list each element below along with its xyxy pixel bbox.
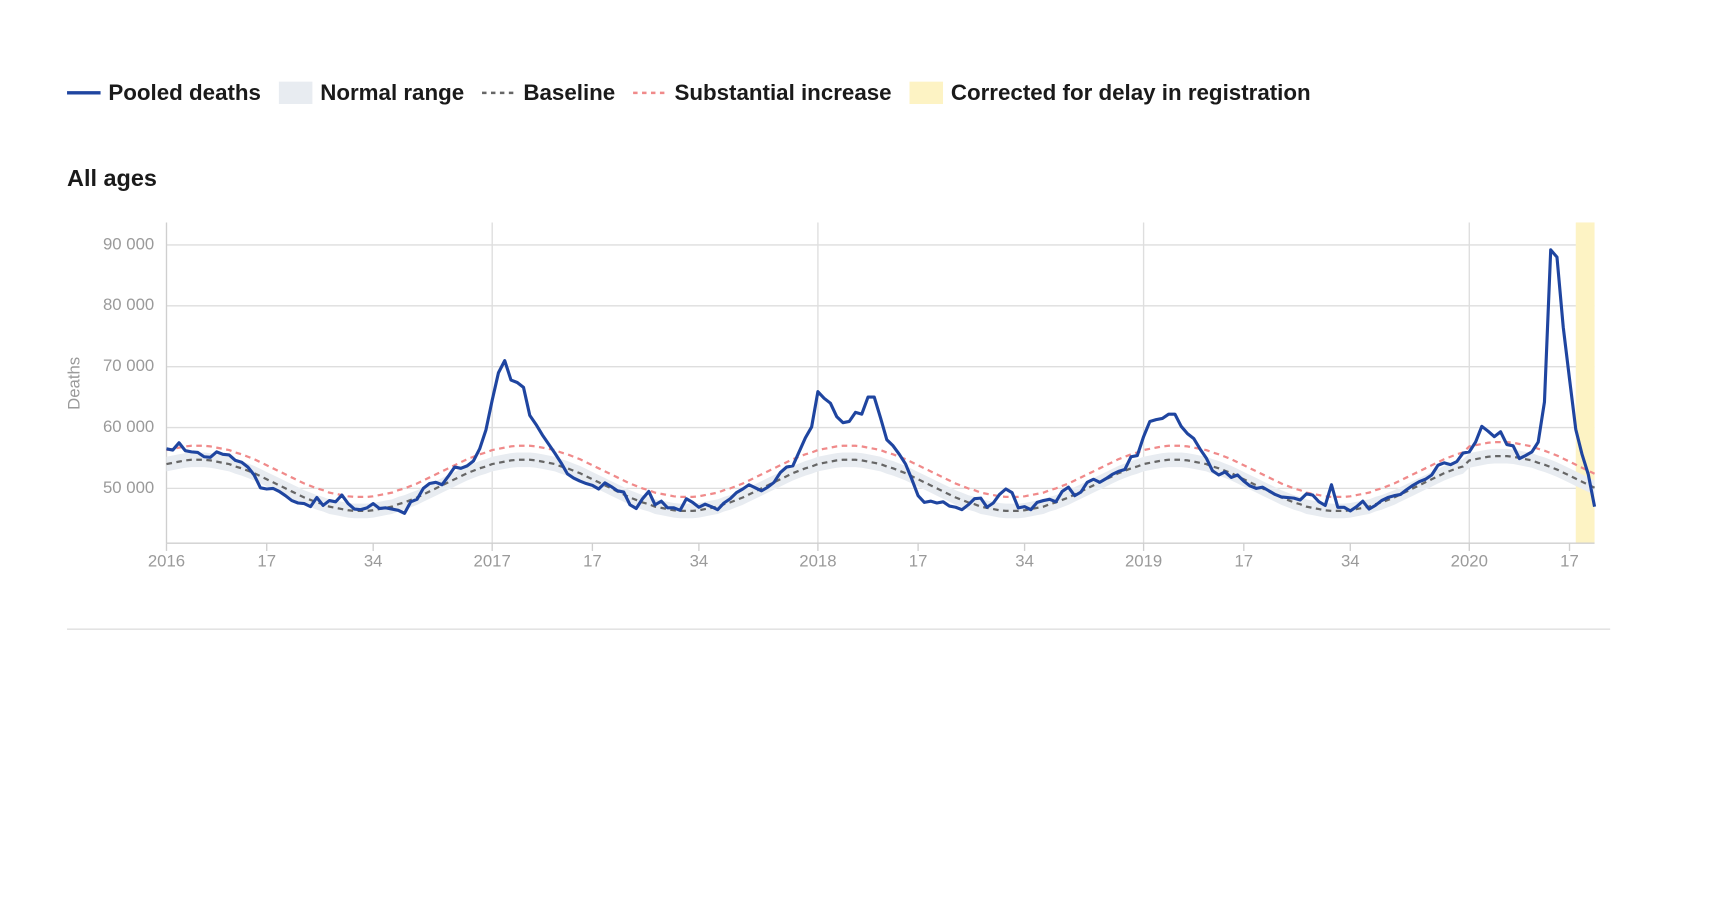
x-tick-label: 2018 [799, 552, 836, 571]
correction-band [1575, 222, 1595, 544]
legend-swatch [278, 81, 313, 105]
series-line [166, 441, 1596, 499]
x-tick-label: 17 [583, 552, 602, 571]
x-tick-label: 2020 [1451, 552, 1488, 571]
x-tick-label: 17 [1560, 552, 1579, 571]
x-tick-label: 2017 [474, 552, 511, 571]
legend-item: Corrected for delay in registration [909, 80, 1311, 105]
legend-label: Normal range [320, 80, 464, 105]
legend-item: Normal range [278, 80, 464, 105]
legend-item: Baseline [482, 80, 615, 105]
y-tick-label: 80 000 [103, 295, 154, 314]
y-tick-label: 70 000 [103, 356, 154, 375]
x-tick-label: 34 [1015, 552, 1034, 571]
legend-label: Corrected for delay in registration [951, 80, 1311, 105]
y-axis-label: Deaths [64, 357, 83, 410]
x-tick-label: 17 [257, 552, 276, 571]
x-tick-label: 34 [690, 552, 709, 571]
legend-label: Substantial increase [674, 80, 891, 105]
y-tick-label: 60 000 [103, 417, 154, 436]
normal-range-area [166, 448, 1595, 519]
legend-item: Pooled deaths [67, 80, 261, 105]
x-tick-label: 2019 [1125, 552, 1162, 571]
chart-title: All ages [67, 165, 157, 191]
legend-item: Substantial increase [633, 80, 892, 105]
x-tick-label: 17 [909, 552, 928, 571]
legend-swatch [909, 81, 944, 105]
series-line [166, 248, 1597, 515]
x-tick-label: 34 [364, 552, 383, 571]
x-tick-label: 34 [1341, 552, 1360, 571]
y-tick-label: 90 000 [103, 234, 154, 253]
x-tick-label: 17 [1234, 552, 1253, 571]
series-line [166, 455, 1596, 513]
y-tick-label: 50 000 [103, 478, 154, 497]
legend-label: Pooled deaths [108, 80, 261, 105]
legend-label: Baseline [523, 80, 615, 105]
x-tick-label: 2016 [148, 552, 185, 571]
